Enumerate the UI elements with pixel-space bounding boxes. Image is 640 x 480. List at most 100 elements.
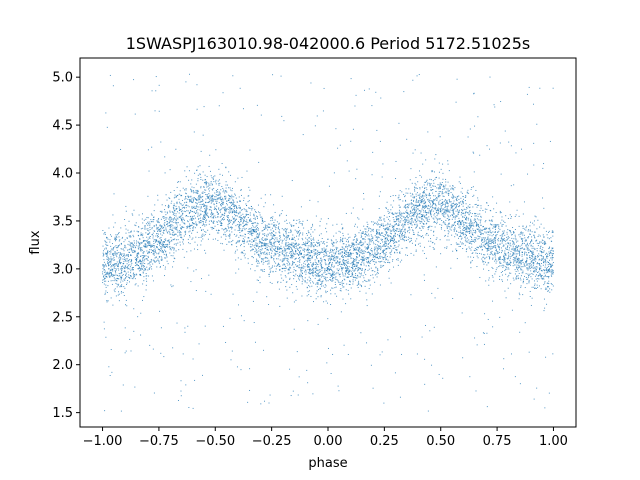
data-point (109, 271, 111, 273)
data-point (552, 273, 554, 275)
data-point (161, 258, 163, 260)
data-point (142, 241, 144, 243)
data-point (180, 234, 182, 236)
data-point (448, 199, 450, 201)
data-point (490, 248, 492, 250)
data-point (409, 229, 411, 231)
data-point (542, 167, 544, 169)
data-point (540, 265, 542, 267)
data-point (172, 205, 174, 207)
data-point (157, 233, 159, 235)
data-point (131, 249, 133, 251)
data-point (405, 204, 407, 206)
data-point (210, 197, 212, 199)
data-point (398, 221, 400, 223)
data-point (155, 90, 157, 92)
data-point (300, 271, 302, 273)
data-point (406, 216, 408, 218)
data-point (551, 256, 553, 258)
data-point (453, 196, 455, 198)
data-point (306, 250, 308, 252)
data-point (319, 243, 321, 245)
data-point (515, 258, 517, 260)
data-point (497, 251, 499, 253)
data-point (429, 245, 431, 247)
data-point (516, 241, 518, 243)
data-point (494, 273, 496, 275)
data-point (153, 210, 155, 212)
data-point (389, 256, 391, 258)
data-point (466, 192, 468, 194)
data-point (498, 230, 500, 232)
data-point (251, 238, 253, 240)
data-point (281, 251, 283, 253)
data-point (519, 236, 521, 238)
data-point (298, 276, 300, 278)
data-point (320, 276, 322, 278)
data-point (302, 134, 304, 136)
data-point (401, 236, 403, 238)
data-point (352, 281, 354, 283)
data-point (445, 219, 447, 221)
data-point (158, 110, 160, 112)
data-point (208, 200, 210, 202)
data-point (151, 90, 153, 92)
data-point (547, 290, 549, 292)
data-point (522, 266, 524, 268)
data-point (474, 250, 476, 252)
data-point (439, 218, 441, 220)
data-point (286, 236, 288, 238)
data-point (425, 181, 427, 183)
data-point (413, 205, 415, 207)
data-point (469, 248, 471, 250)
data-point (355, 178, 357, 180)
data-point (442, 213, 444, 215)
data-point (228, 220, 230, 222)
data-point (108, 366, 110, 368)
data-point (230, 189, 232, 191)
data-point (393, 247, 395, 249)
data-point (468, 225, 470, 227)
data-point (243, 197, 245, 199)
data-point (241, 230, 243, 232)
data-point (428, 182, 430, 184)
data-point (340, 239, 342, 241)
data-point (372, 241, 374, 243)
data-point (315, 252, 317, 254)
data-point (531, 266, 533, 268)
data-point (311, 268, 313, 270)
data-point (304, 277, 306, 279)
data-point (453, 230, 455, 232)
data-point (309, 286, 311, 288)
data-point (299, 230, 301, 232)
data-point (142, 239, 144, 241)
data-point (160, 239, 162, 241)
data-point (136, 260, 138, 262)
data-point (487, 247, 489, 249)
data-point (161, 248, 163, 250)
data-point (158, 256, 160, 258)
data-point (476, 248, 478, 250)
data-point (256, 258, 258, 260)
data-point (526, 259, 528, 261)
data-point (414, 218, 416, 220)
data-point (127, 249, 129, 251)
data-point (209, 194, 211, 196)
data-point (115, 240, 117, 242)
data-point (423, 223, 425, 225)
data-point (118, 240, 120, 242)
data-point (270, 194, 272, 196)
data-point (507, 242, 509, 244)
data-point (436, 221, 438, 223)
data-point (548, 247, 550, 249)
data-point (419, 193, 421, 195)
data-point (311, 243, 313, 245)
data-point (500, 247, 502, 249)
data-point (304, 271, 306, 273)
data-point (510, 232, 512, 234)
data-point (253, 240, 255, 242)
data-point (509, 255, 511, 257)
data-point (263, 253, 265, 255)
data-point (452, 209, 454, 211)
data-point (325, 264, 327, 266)
